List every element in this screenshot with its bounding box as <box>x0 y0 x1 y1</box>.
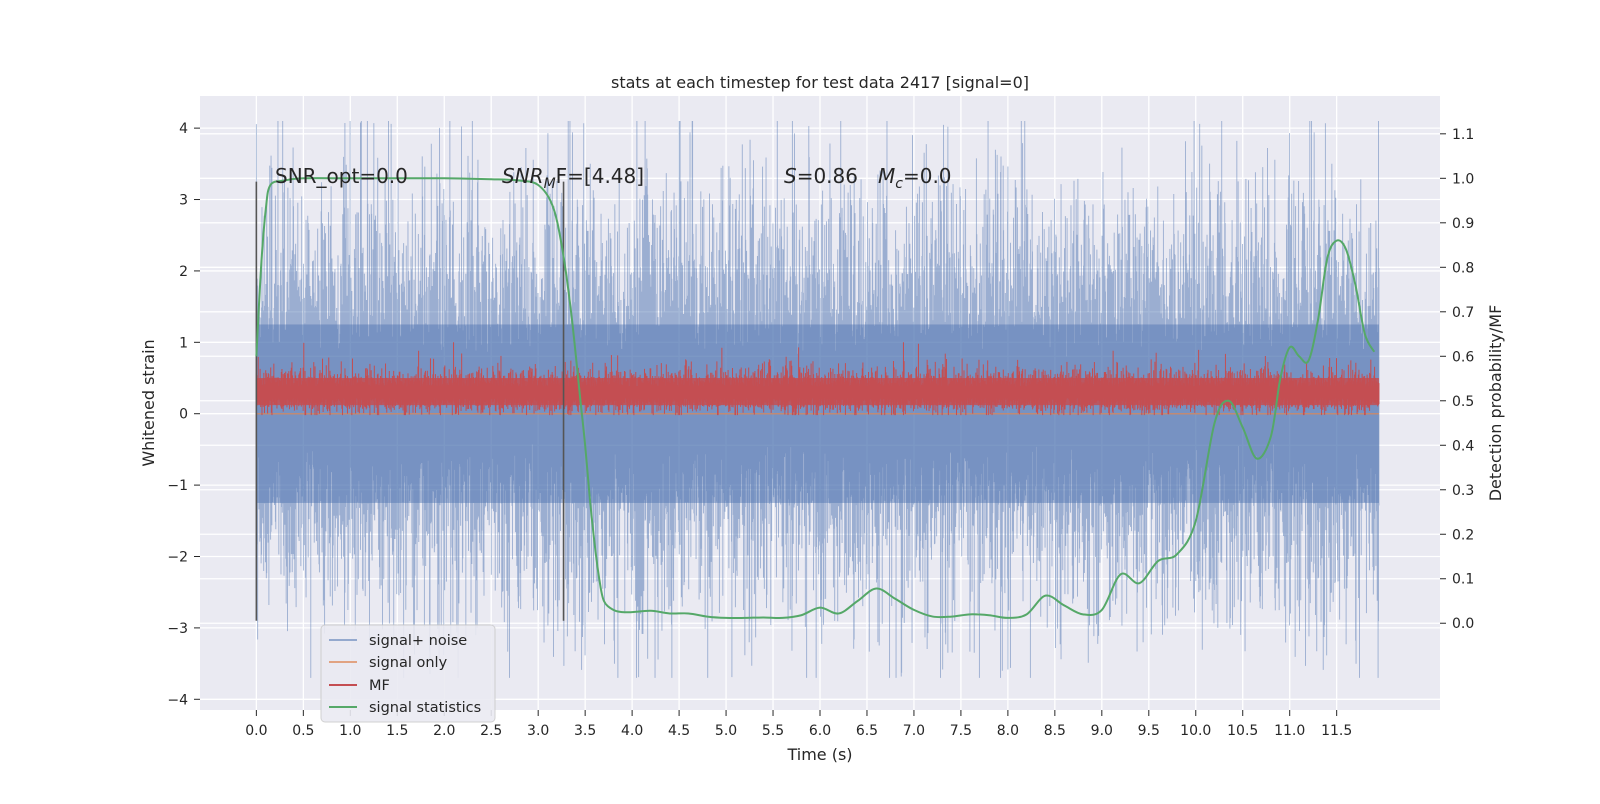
legend: signal+ noise signal only MF signal stat… <box>320 624 496 723</box>
x-tick-label: 8.0 <box>997 723 1019 739</box>
y-tick-label-right: 0.5 <box>1452 394 1474 410</box>
y-tick-label-left: −3 <box>167 621 188 637</box>
x-tick-label: 5.0 <box>715 723 737 739</box>
legend-label-mf: MF <box>369 678 390 694</box>
chart-title: stats at each timestep for test data 241… <box>611 73 1029 92</box>
y-tick-label-right: 0.4 <box>1452 438 1474 454</box>
annotation-mc-sub: c <box>895 176 903 192</box>
x-tick-label: 5.5 <box>762 723 784 739</box>
y-axis-label-left: Whitened strain <box>139 339 158 466</box>
y-tick-label-left: 4 <box>179 121 188 137</box>
y-tick-label-right: 1.0 <box>1452 171 1474 187</box>
y-tick-label-left: −1 <box>167 478 188 494</box>
signal-statistics-line <box>255 177 1376 620</box>
y-tick-label-right: 0.3 <box>1452 483 1474 499</box>
y-tick-label-right: 0.0 <box>1452 616 1474 632</box>
x-tick-label: 8.5 <box>1044 723 1066 739</box>
annotation-mc: Mc=0.0 <box>878 164 952 192</box>
y-tick-label-right: 0.8 <box>1452 260 1474 276</box>
x-tick-label: 11.5 <box>1321 723 1352 739</box>
y-tick-label-left: 0 <box>179 407 188 423</box>
x-tick-label: 4.5 <box>668 723 690 739</box>
axis-ticks: 0.0 0.5 1.0 1.5 2.0 2.5 3.0 3.5 4.0 4.5 5.0 5.5 6.0 6… <box>167 121 1474 739</box>
y-tick-label-right: 0.6 <box>1452 349 1474 365</box>
x-tick-label: 10.0 <box>1180 723 1211 739</box>
legend-label-signal-only: signal only <box>369 655 448 671</box>
y-tick-label-right: 0.7 <box>1452 305 1474 321</box>
annotation-snr-mf-main: SNR <box>502 164 544 188</box>
y-tick-label-right: 0.1 <box>1452 572 1474 588</box>
x-tick-label: 1.0 <box>339 723 361 739</box>
y-tick-label-left: 3 <box>179 193 188 209</box>
x-tick-label: 1.5 <box>386 723 408 739</box>
annotation-mc-var: M <box>878 164 895 188</box>
legend-label-signal-statistics: signal statistics <box>369 700 481 716</box>
annotation-mc-rest: =0.0 <box>903 164 952 188</box>
legend-box <box>320 624 496 723</box>
y-tick-label-right: 0.9 <box>1452 216 1474 232</box>
annotation-s-rest: =0.86 <box>797 164 858 188</box>
y-tick-label-right: 0.2 <box>1452 527 1474 543</box>
x-tick-label: 6.0 <box>809 723 831 739</box>
legend-label-signal-noise: signal+ noise <box>369 633 467 649</box>
series-mf <box>255 342 1380 416</box>
y-axis-label-right: Detection probability/MF <box>1486 305 1505 502</box>
annotation-snr-mf: SNRMF=[4.48] <box>502 164 644 192</box>
x-tick-label: 6.5 <box>856 723 878 739</box>
x-tick-label: 2.5 <box>480 723 502 739</box>
x-tick-label: 9.5 <box>1138 723 1160 739</box>
x-tick-label: 0.5 <box>292 723 314 739</box>
annotation-snr-opt: SNR_opt=0.0 <box>275 164 408 188</box>
series-signal-statistics <box>255 177 1376 620</box>
x-tick-label: 4.0 <box>621 723 643 739</box>
x-tick-label: 10.5 <box>1227 723 1258 739</box>
y-tick-label-left: −2 <box>167 550 188 566</box>
x-axis-label: Time (s) <box>786 745 852 764</box>
x-tick-label: 7.0 <box>903 723 925 739</box>
x-tick-label: 3.0 <box>527 723 549 739</box>
y-tick-label-right: 1.1 <box>1452 127 1474 143</box>
annotation-s: S=0.86 <box>784 164 858 188</box>
x-tick-label: 2.0 <box>433 723 455 739</box>
y-tick-label-left: 1 <box>179 335 188 351</box>
x-tick-label: 9.0 <box>1091 723 1113 739</box>
y-tick-label-left: −4 <box>167 692 188 708</box>
x-tick-label: 3.5 <box>574 723 596 739</box>
annotation-snr-mf-sub: M <box>544 176 556 192</box>
x-tick-label: 0.0 <box>245 723 267 739</box>
annotation-s-var: S <box>784 164 797 188</box>
x-tick-label: 11.0 <box>1274 723 1305 739</box>
annotation-snr-mf-rest: F=[4.48] <box>556 164 644 188</box>
x-tick-label: 7.5 <box>950 723 972 739</box>
y-tick-label-left: 2 <box>179 264 188 280</box>
